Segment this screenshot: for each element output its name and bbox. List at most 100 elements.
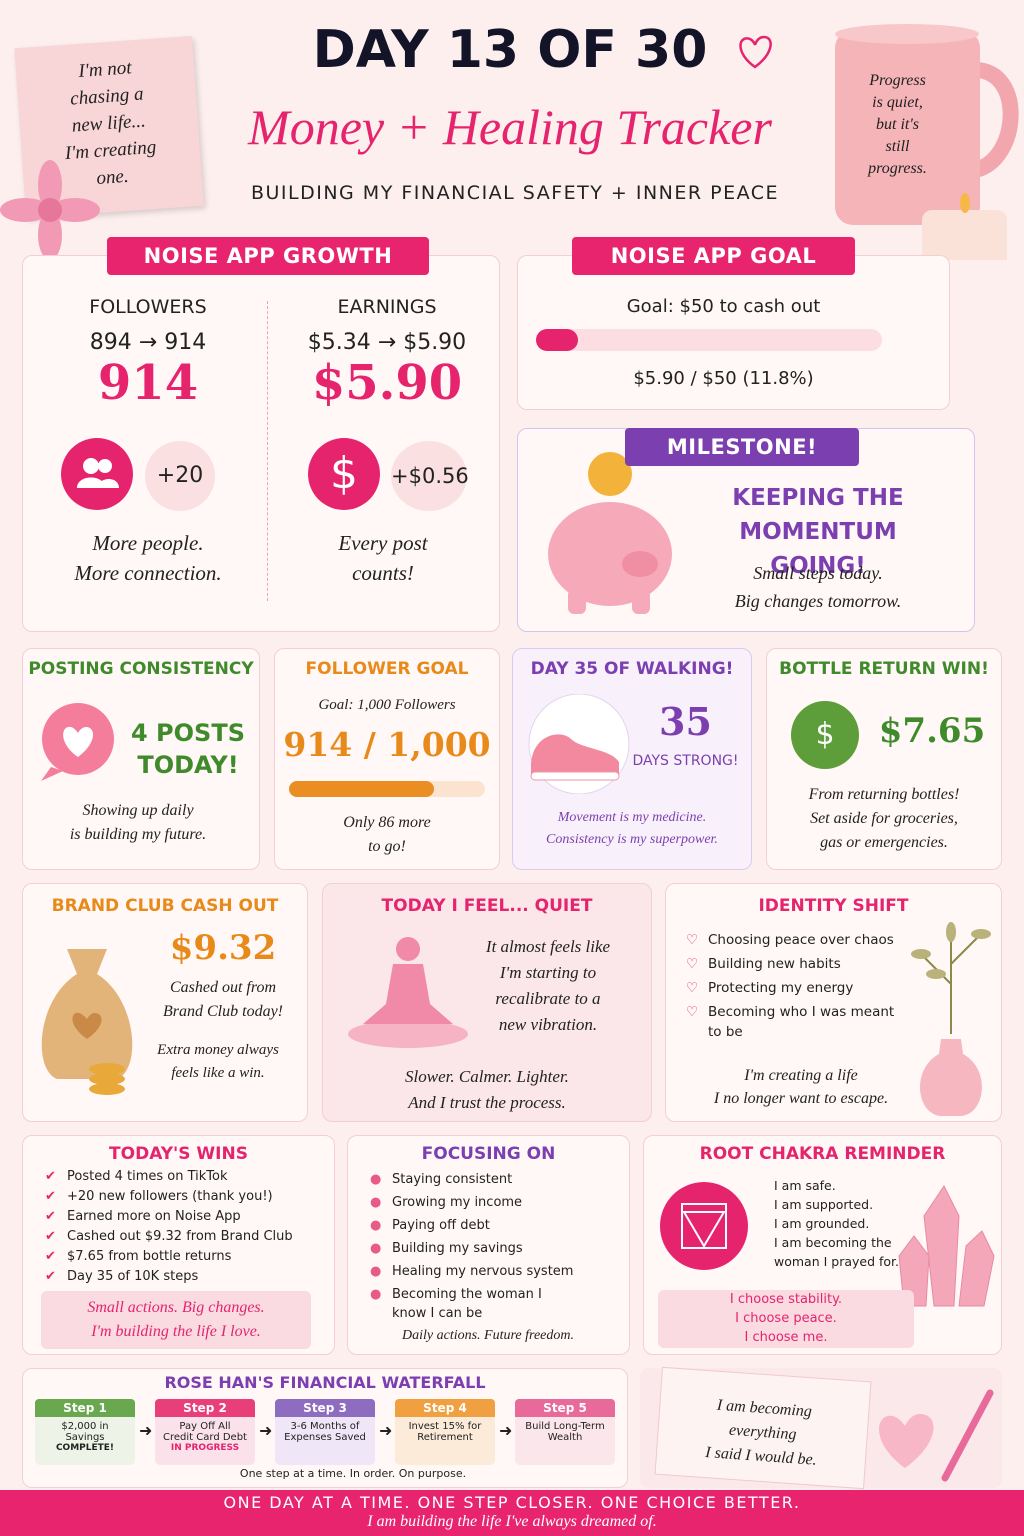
- heart-bubble: [41, 703, 114, 781]
- item-text: Paying off debt: [392, 1218, 490, 1233]
- change: 894 → 914: [89, 330, 207, 355]
- waterfall-note: One step at a time. In order. On purpose…: [239, 1467, 467, 1480]
- line: ● Healing my nervous system: [370, 1262, 580, 1281]
- line: TODAY!: [137, 751, 239, 779]
- line: gas or emergencies.: [820, 834, 948, 851]
- line: Invest 15% for: [408, 1421, 482, 1432]
- milestone-card: KEEPING THE MOMENTUM GOING! Small steps t…: [517, 428, 975, 632]
- item-text: Posted 4 times on TikTok: [67, 1169, 228, 1184]
- chakra-card: ROOT CHAKRA REMINDER I am safe. I am supp…: [643, 1135, 1002, 1355]
- line: Extra money always: [157, 1042, 279, 1058]
- bullet-icon: ✔: [45, 1209, 56, 1224]
- delta: +$0.56: [391, 441, 469, 511]
- line: Small actions. Big changes.: [87, 1299, 265, 1316]
- line: ✔ $7.65 from bottle returns: [45, 1249, 330, 1265]
- line: Expenses Saved: [284, 1432, 366, 1443]
- line: I am grounded.: [774, 1216, 870, 1231]
- line: still: [885, 138, 910, 155]
- progress-track: [536, 329, 882, 351]
- line: Retirement: [417, 1432, 473, 1443]
- step-status: COMPLETE!: [55, 1443, 115, 1453]
- divider: [267, 301, 268, 601]
- growth-card: FOLLOWERS 894 → 914 914 +20 More people.…: [22, 255, 500, 632]
- money-bag: [41, 949, 133, 1095]
- line: Consistency is my superpower.: [546, 832, 718, 847]
- sneakers: [528, 694, 630, 794]
- line: KEEPING THE: [732, 485, 904, 511]
- line: From returning bottles!: [808, 786, 960, 803]
- journal-text: I am becoming everything I said I would be…: [654, 1366, 872, 1490]
- item-text: Growing my income: [392, 1195, 523, 1210]
- line: counts!: [352, 561, 414, 585]
- line: ✔ Cashed out $9.32 from Brand Club: [45, 1229, 330, 1245]
- step-label: Step 1: [35, 1399, 135, 1417]
- line: I am safe.: [774, 1178, 836, 1193]
- card-title: TODAY I FEEL... QUIET: [381, 896, 593, 916]
- card-title: POSTING CONSISTENCY: [28, 659, 254, 679]
- line: I choose me.: [744, 1330, 828, 1345]
- line: ● Becoming the woman I know I can be: [370, 1285, 580, 1323]
- bullet-icon: ●: [370, 1218, 382, 1233]
- line: Brand Club today!: [163, 1003, 283, 1020]
- line: ● Building my savings: [370, 1239, 580, 1258]
- bullet-icon: ✔: [45, 1249, 56, 1264]
- line: Slower. Calmer. Lighter.: [405, 1067, 569, 1086]
- item-text: +20 new followers (thank you!): [67, 1189, 273, 1204]
- line: is building my future.: [69, 826, 207, 843]
- line: ● Paying off debt: [370, 1216, 580, 1235]
- section-title: NOISE APP GROWTH: [107, 237, 429, 275]
- line: to go!: [368, 838, 406, 855]
- dollar-icon: $: [308, 438, 380, 510]
- caption: Every post counts!: [298, 528, 468, 588]
- caption: Showing up daily is building my future.: [33, 799, 243, 847]
- item-text: Building new habits: [708, 956, 841, 972]
- item-text: Earned more on Noise App: [67, 1209, 241, 1224]
- caption: Only 86 more to go!: [275, 811, 499, 859]
- subtitle: Money + Healing Tracker: [248, 99, 772, 155]
- line: ✔ Earned more on Noise App: [45, 1209, 330, 1225]
- line: I am supported.: [774, 1197, 874, 1212]
- step-text: Invest 15% for Retirement: [395, 1421, 495, 1443]
- goal-text: Goal: $50 to cash out: [626, 296, 821, 317]
- line: ● Growing my income: [370, 1193, 580, 1212]
- item-text: Becoming who I was meant to be: [708, 1004, 895, 1040]
- item-text: Day 35 of 10K steps: [67, 1269, 199, 1284]
- card-title: DAY 35 OF WALKING!: [530, 659, 734, 679]
- progress-fill: [289, 781, 435, 797]
- line: ♡ Protecting my energy: [686, 978, 901, 998]
- item-text: Becoming the woman I know I can be: [392, 1287, 542, 1321]
- line: I no longer want to escape.: [713, 1090, 889, 1107]
- line: And I trust the process.: [408, 1093, 566, 1112]
- earnings: EARNINGS $5.34 → $5.90 $5.90: [273, 296, 501, 411]
- line: ✔ +20 new followers (thank you!): [45, 1189, 330, 1205]
- value: $5.90: [311, 355, 463, 411]
- identity-card: IDENTITY SHIFT ♡ Choosing peace over chao…: [665, 883, 1002, 1122]
- line: 3-6 Months of: [290, 1421, 360, 1432]
- line: I'm building the life I love.: [91, 1323, 261, 1340]
- focusing-list: ● Staying consistent ● Growing my income ● Pa…: [370, 1170, 580, 1327]
- mug-candle: [835, 24, 1019, 260]
- item-text: Building my savings: [392, 1241, 523, 1256]
- bullet-icon: ✔: [45, 1229, 56, 1244]
- line: Progress: [869, 72, 926, 89]
- footer-line2: I am building the life I've always dream…: [367, 1513, 657, 1530]
- value: 4 POSTS TODAY!: [123, 717, 253, 781]
- change: $5.34 → $5.90: [307, 330, 467, 355]
- mug-text: Progress is quiet, but it's still progress.: [840, 70, 955, 180]
- meditation: [348, 937, 468, 1048]
- item-text: Choosing peace over chaos: [708, 932, 894, 948]
- line: is quiet,: [872, 94, 923, 111]
- item-text: Cashed out $9.32 from Brand Club: [67, 1229, 293, 1244]
- line: ✔ Day 35 of 10K steps: [45, 1269, 330, 1285]
- posting-card: POSTING CONSISTENCY 4 POSTS TODAY! Showin…: [22, 648, 260, 870]
- line: Big changes tomorrow.: [734, 591, 902, 611]
- line: It almost feels like: [485, 937, 611, 956]
- heart-pen: [879, 1389, 994, 1482]
- step-text: Build Long-Term Wealth: [515, 1421, 615, 1443]
- line: Build Long-Term: [525, 1421, 605, 1432]
- step-text: Pay Off All Credit Card Debt: [155, 1421, 255, 1443]
- caption: From returning bottles! Set aside for gro…: [767, 783, 1001, 855]
- step-label: Step 4: [395, 1399, 495, 1417]
- focusing-card: FOCUSING ON ● Staying consistent ● Growing …: [347, 1135, 630, 1355]
